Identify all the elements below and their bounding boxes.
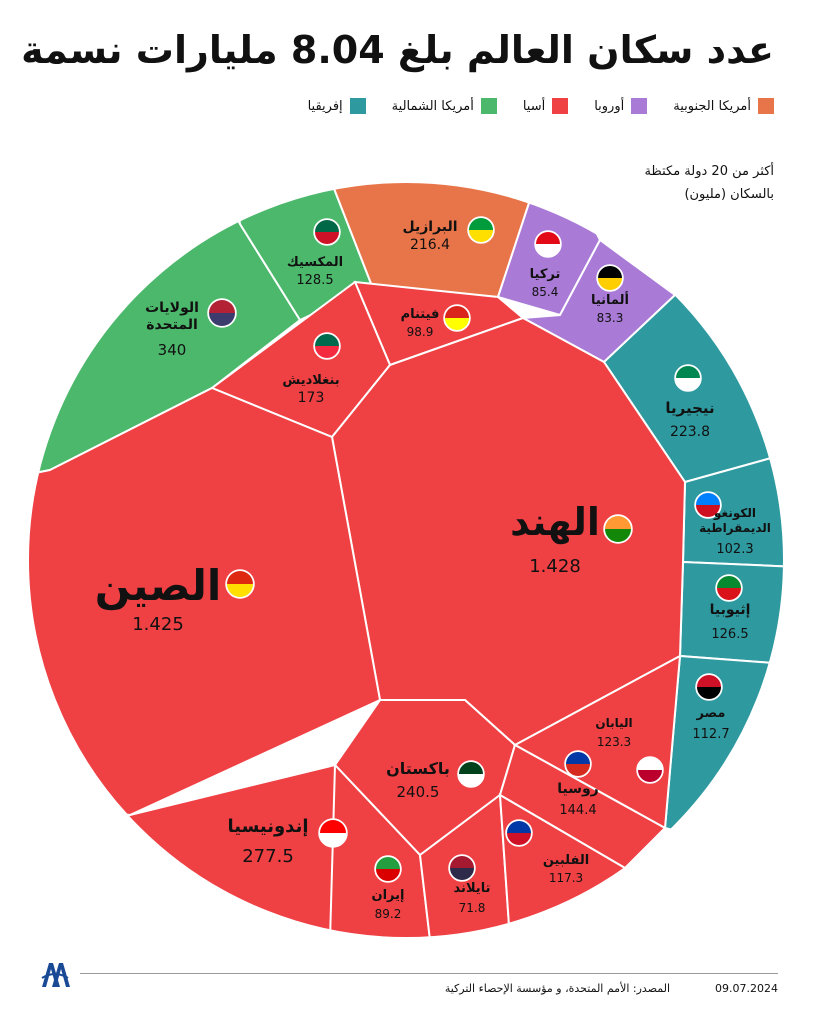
source-text: المصدر: الأمم المتحدة، و مؤسسة الإحصاء ا… (444, 982, 670, 995)
aa-logo-icon (41, 963, 70, 987)
flag-icon-اليابان (636, 756, 664, 784)
legend-item-africa: إفريقيا (308, 98, 366, 114)
legend-swatch (480, 98, 497, 114)
value-label: 1.428 (529, 556, 581, 577)
legend-label: أمريكا الجنوبية (673, 98, 751, 114)
country-label: روسيا (557, 781, 599, 797)
note-line-1: أكثر من 20 دولة مكتظة (644, 164, 774, 179)
legend-label: أوروبا (594, 98, 625, 114)
value-label: 123.3 (597, 735, 631, 749)
flag-icon-إثيوبيا (715, 574, 743, 602)
country-label: بنغلاديش (282, 373, 339, 388)
country-label: الهند (510, 500, 600, 544)
legend-label: أسيا (522, 98, 546, 114)
country-label: الكونغو (713, 506, 756, 521)
flag-icon-ألمانيا (596, 264, 624, 292)
value-label: 144.4 (559, 803, 596, 818)
value-label: 340 (158, 341, 187, 359)
country-label: مصر (696, 706, 726, 721)
value-label: 117.3 (549, 871, 583, 885)
legend-item-asia: أسيا (522, 98, 569, 114)
value-label: 173 (298, 390, 325, 406)
chart-title: عدد سكان العالم بلغ 8.04 مليارات نسمة (21, 28, 774, 72)
flag-icon-البرازيل (467, 216, 495, 244)
value-label: 216.4 (410, 237, 450, 253)
flag-icon-المكسيك (313, 218, 341, 246)
country-label: إثيوبيا (710, 602, 751, 618)
flag-icon-الكونغو الديمقراطية (694, 491, 722, 519)
country-label: البرازيل (402, 219, 457, 235)
country-label: تايلاند (454, 881, 491, 896)
flag-icon-فيتنام (443, 304, 471, 332)
country-label: المكسيك (287, 255, 343, 270)
flag-icon-الهند (603, 514, 633, 544)
legend: إفريقيا أمريكا الشمالية أسيا أوروبا أمري… (308, 98, 774, 114)
country-label: فيتنام (401, 307, 440, 322)
value-label: 71.8 (459, 901, 486, 915)
flag-icon-بنغلاديش (313, 332, 341, 360)
flag-icon-الولايات المتحدة (207, 298, 237, 328)
country-label: نيجيريا (665, 399, 714, 417)
country-label: الولايات (145, 300, 199, 316)
flag-icon-إندونيسيا (318, 818, 348, 848)
flag-icon-إيران (374, 855, 402, 883)
legend-label: إفريقيا (307, 98, 343, 114)
value-label: 83.3 (597, 311, 624, 325)
cell-إيران (328, 762, 432, 938)
legend-label: أمريكا الشمالية (391, 98, 474, 114)
flag-icon-مصر (695, 673, 723, 701)
legend-swatch (552, 98, 569, 114)
flag-icon-الفلبين (505, 819, 533, 847)
value-label: 126.5 (711, 627, 748, 642)
flag-icon-تركيا (534, 230, 562, 258)
value-label: 240.5 (397, 783, 440, 801)
legend-item-europe: أوروبا (594, 98, 648, 114)
value-label: 1.425 (132, 614, 184, 635)
value-label: 223.8 (670, 424, 710, 440)
value-label: 98.9 (407, 325, 434, 339)
country-label: اليابان (595, 716, 632, 730)
flag-icon-الصين (225, 569, 255, 599)
value-label: 102.3 (716, 542, 753, 557)
flag-icon-باكستان (457, 760, 485, 788)
country-label: إيران (372, 888, 405, 903)
legend-swatch (758, 98, 774, 114)
value-label: 277.5 (242, 846, 294, 867)
country-label: إندونيسيا (227, 816, 308, 837)
country-label: الفلبين (543, 853, 589, 868)
country-label: تركيا (530, 267, 561, 282)
country-label: باكستان (386, 759, 450, 778)
flag-icon-تايلاند (448, 854, 476, 882)
country-label: المتحدة (146, 317, 198, 333)
value-label: 112.7 (692, 727, 729, 742)
cell-الصين (28, 386, 382, 817)
chart-note: أكثر من 20 دولة مكتظة بالسكان (مليون) (604, 160, 774, 206)
country-label: الصين (95, 561, 222, 611)
value-label: 128.5 (296, 273, 333, 288)
chart-outline (27, 181, 785, 939)
country-label: ألمانيا (591, 291, 629, 308)
chart-flags (207, 216, 743, 883)
note-line-2: بالسكان (مليون) (684, 187, 774, 202)
value-label: 89.2 (375, 907, 402, 921)
legend-swatch (349, 98, 366, 114)
flag-icon-روسيا (564, 750, 592, 778)
country-label: الديمقراطية (699, 521, 771, 535)
footer-divider (80, 973, 778, 974)
date-text: 09.07.2024 (715, 982, 778, 995)
value-label: 85.4 (532, 285, 559, 299)
legend-item-north-america: أمريكا الشمالية (392, 98, 497, 114)
cell-مصر (663, 654, 784, 862)
aa-logo (40, 960, 70, 992)
legend-item-south-america: أمريكا الجنوبية (673, 98, 774, 114)
legend-swatch (631, 98, 648, 114)
flag-icon-نيجيريا (674, 364, 702, 392)
